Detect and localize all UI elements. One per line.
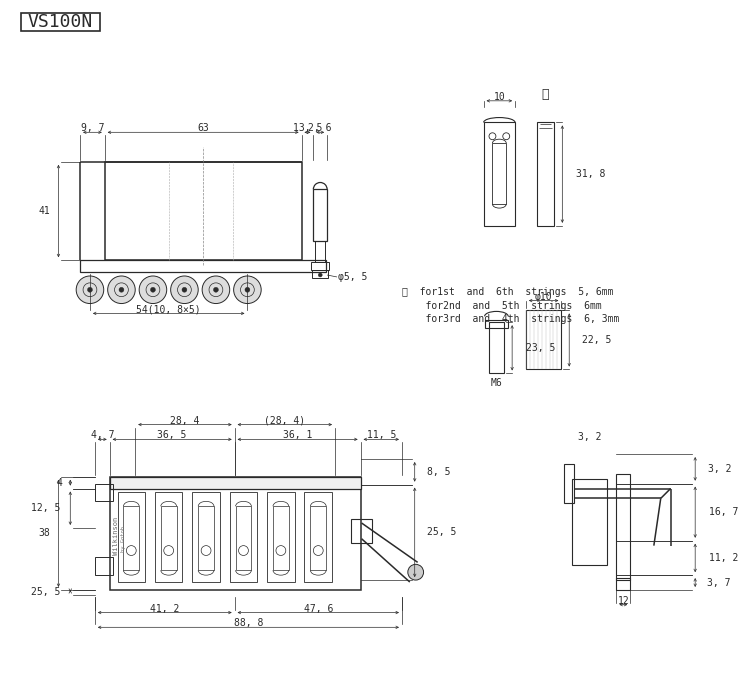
Bar (192, 491, 220, 582)
Bar (117, 491, 145, 582)
Bar (155, 491, 183, 582)
Bar (110, 477, 360, 590)
Text: 88, 8: 88, 8 (234, 618, 263, 628)
Circle shape (408, 564, 424, 580)
Text: for3rd  and  4th  strings  6, 3mm: for3rd and 4th strings 6, 3mm (402, 314, 620, 324)
Bar (351, 519, 372, 543)
Text: 11, 5: 11, 5 (366, 431, 396, 440)
Bar (236, 506, 251, 570)
Bar (484, 320, 508, 328)
Circle shape (171, 276, 198, 303)
Text: VS100N: VS100N (27, 13, 93, 31)
Circle shape (318, 273, 322, 277)
Bar (617, 578, 630, 590)
Circle shape (245, 287, 250, 293)
Bar (484, 123, 515, 226)
Text: 8, 5: 8, 5 (426, 467, 450, 477)
Bar (21, 13, 100, 31)
Text: 31, 8: 31, 8 (576, 169, 606, 179)
Circle shape (233, 276, 262, 303)
Bar (572, 479, 606, 565)
Text: 3, 7: 3, 7 (707, 578, 730, 588)
Bar (123, 506, 139, 570)
Bar (536, 123, 554, 226)
Text: Ⓐ  for1st  and  6th  strings  5, 6mm: Ⓐ for1st and 6th strings 5, 6mm (402, 287, 614, 297)
Text: 11, 2: 11, 2 (709, 553, 739, 563)
Text: (28, 4): (28, 4) (265, 416, 305, 426)
Text: 16, 7: 16, 7 (709, 507, 739, 517)
Text: by Gotoh: by Gotoh (121, 526, 126, 552)
Bar (105, 162, 302, 260)
Text: Wilkinson: Wilkinson (112, 517, 119, 555)
Bar (80, 260, 326, 272)
Text: 3, 2: 3, 2 (577, 433, 601, 442)
Circle shape (182, 287, 187, 293)
Text: 41, 2: 41, 2 (150, 604, 180, 613)
Bar (493, 143, 506, 204)
Text: φ5, 5: φ5, 5 (338, 272, 367, 282)
Bar (305, 491, 332, 582)
Bar (311, 506, 326, 570)
Text: 25, 5: 25, 5 (31, 587, 60, 597)
Bar (267, 491, 295, 582)
Circle shape (139, 276, 166, 303)
Text: M6: M6 (490, 378, 502, 388)
Bar (311, 262, 329, 270)
Bar (617, 474, 630, 580)
Bar (198, 506, 214, 570)
Text: 47, 6: 47, 6 (304, 604, 333, 613)
Text: 22, 5: 22, 5 (582, 335, 611, 345)
Text: 54(10, 8×5): 54(10, 8×5) (137, 305, 201, 315)
Circle shape (151, 287, 155, 293)
Bar (488, 322, 504, 373)
Circle shape (77, 276, 104, 303)
Circle shape (213, 287, 218, 293)
Text: φ10: φ10 (535, 292, 553, 302)
Text: 10: 10 (493, 92, 505, 102)
Text: 23, 5: 23, 5 (526, 343, 555, 353)
Bar (314, 189, 327, 241)
Bar (95, 484, 113, 501)
Bar (160, 506, 177, 570)
Text: 4, 7: 4, 7 (91, 431, 114, 440)
Bar (95, 557, 113, 575)
Text: 36, 5: 36, 5 (158, 431, 186, 440)
Text: 3, 2: 3, 2 (708, 464, 731, 474)
Bar (110, 477, 360, 489)
Bar (312, 270, 328, 278)
Bar (526, 311, 562, 369)
Text: 38: 38 (39, 528, 51, 539)
Text: 2, 6: 2, 6 (308, 123, 332, 133)
Circle shape (119, 287, 124, 293)
Circle shape (202, 276, 230, 303)
Text: 12, 5: 12, 5 (31, 503, 60, 513)
Text: 63: 63 (197, 123, 209, 133)
Circle shape (88, 287, 92, 293)
Circle shape (108, 276, 135, 303)
Bar (564, 464, 574, 503)
Text: 41: 41 (39, 206, 51, 216)
Text: for2nd  and  5th  strings  6mm: for2nd and 5th strings 6mm (402, 301, 602, 311)
Text: Ⓐ: Ⓐ (542, 88, 549, 101)
Text: 9, 7: 9, 7 (81, 123, 104, 133)
Text: 12: 12 (617, 596, 629, 606)
Bar (230, 491, 257, 582)
Bar (315, 241, 325, 262)
Text: 36, 1: 36, 1 (283, 431, 312, 440)
Text: 4: 4 (56, 478, 62, 488)
Text: 28, 4: 28, 4 (170, 416, 200, 426)
Text: 13, 5: 13, 5 (293, 123, 322, 133)
Text: 25, 5: 25, 5 (426, 527, 456, 537)
Bar (273, 506, 289, 570)
